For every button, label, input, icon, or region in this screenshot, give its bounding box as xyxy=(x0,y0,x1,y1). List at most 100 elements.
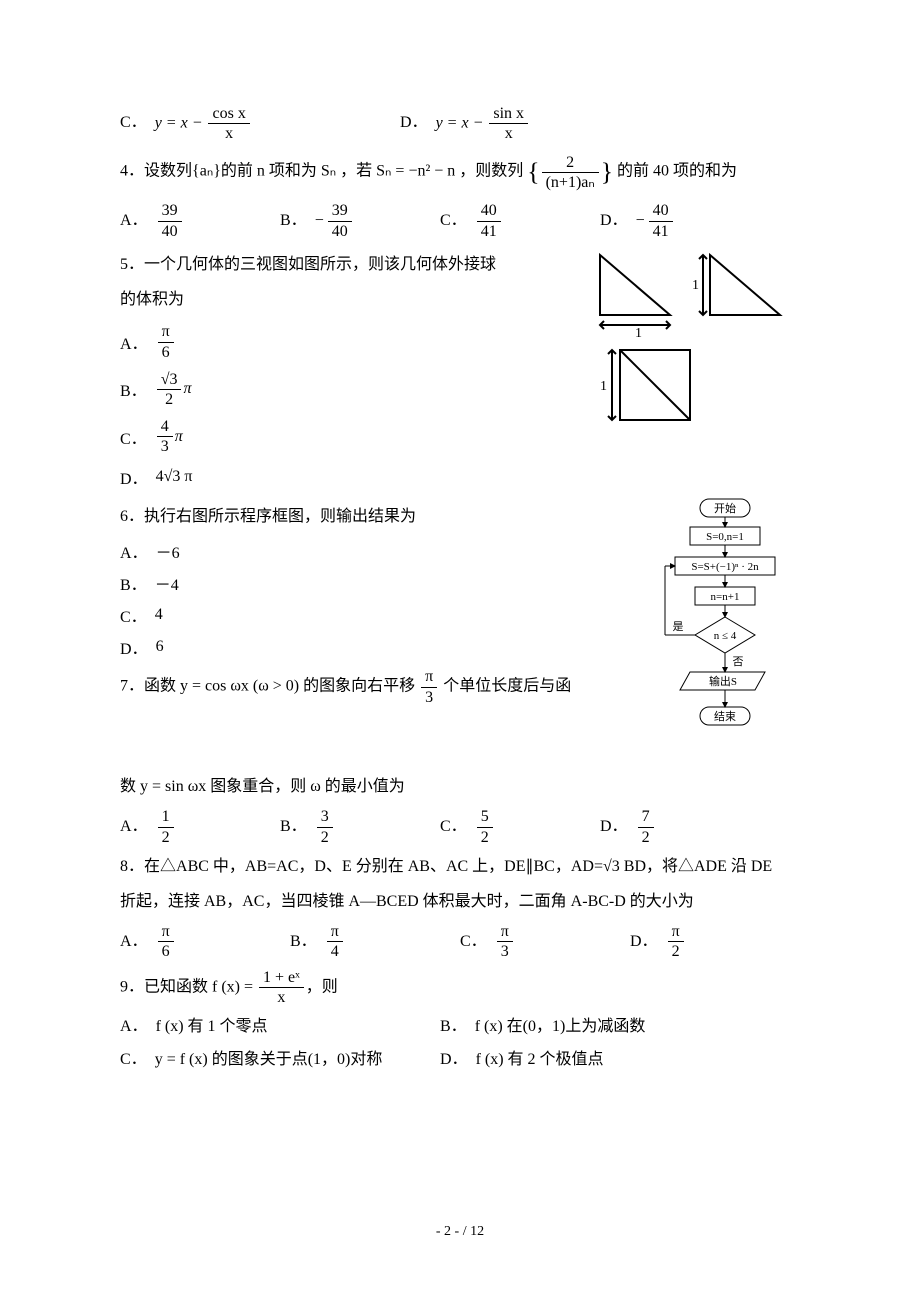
neg-fraction: −3940 xyxy=(315,201,354,240)
option-label: A． xyxy=(120,207,148,236)
fraction: π6 xyxy=(158,922,174,961)
q5-option-d: D． 4√3 π xyxy=(120,465,800,489)
q7-option-c: C．52 xyxy=(440,807,600,846)
option-label: C． xyxy=(120,109,147,138)
option-text: f (x) 在(0，1)上为减函数 xyxy=(475,1013,646,1042)
q9-options-row1: A． f (x) 有 1 个零点 B． f (x) 在(0，1)上为减函数 xyxy=(120,1013,800,1042)
page-footer: - 2 - / 12 xyxy=(0,1224,920,1240)
q9-option-c: C．y = f (x) 的图象关于点(1，0)对称 xyxy=(120,1046,440,1075)
fraction: 12 xyxy=(158,807,174,846)
dim-label: 1 xyxy=(692,278,699,293)
option-text: f (x) 有 1 个零点 xyxy=(156,1013,268,1042)
fraction: π4 xyxy=(327,922,343,961)
q4-stem: 4．设数列{aₙ}的前 n 项和为 Sₙ ，若 Sₙ = −n² − n ，则数… xyxy=(120,149,800,195)
fc-end: 结束 xyxy=(714,710,736,723)
option-text: f (x) 有 2 个极值点 xyxy=(476,1046,604,1075)
question-number: 8． xyxy=(120,858,144,875)
q6-option-b: B． －4 xyxy=(120,571,640,595)
option-label: B． xyxy=(280,813,307,842)
q4-option-d: D． −4041 xyxy=(600,201,760,240)
q4-option-b: B． −3940 xyxy=(280,201,440,240)
three-views-svg: 1 1 1 xyxy=(590,245,800,425)
option-label: D． xyxy=(400,109,428,138)
question-number: 5． xyxy=(120,256,144,273)
q7-option-d: D． 72 xyxy=(600,807,760,846)
option-label: C． xyxy=(120,603,147,627)
fraction: 43 xyxy=(157,417,173,456)
option-label: B． xyxy=(440,1013,467,1042)
question-number: 9． xyxy=(120,978,144,995)
q9-option-d: D．f (x) 有 2 个极值点 xyxy=(440,1046,604,1075)
option-label: C． xyxy=(460,928,487,957)
fraction: π6 xyxy=(158,322,174,361)
question-number: 6． xyxy=(120,508,144,525)
option-label: D． xyxy=(120,635,148,659)
fc-yes: 是 xyxy=(673,620,684,633)
option-expr: y = x − cos xx xyxy=(155,104,252,143)
q5-option-b: B． √32π xyxy=(120,370,580,409)
option-label: D． xyxy=(120,465,148,489)
option-label: A． xyxy=(120,928,148,957)
q6-option-c: C． 4 xyxy=(120,603,640,627)
q6-option-a: A．－6 xyxy=(120,539,640,563)
q9-option-a: A． f (x) 有 1 个零点 xyxy=(120,1013,440,1042)
option-text: 4√3 π xyxy=(156,468,193,486)
option-label: C． xyxy=(440,207,467,236)
option-label: C． xyxy=(120,1046,147,1075)
fraction: 1 + eˣx xyxy=(259,968,304,1007)
q4-options: A． 3940 B． −3940 C． 4041 D． −4041 xyxy=(120,201,800,240)
fc-output: 输出S xyxy=(709,674,737,688)
option-label: A． xyxy=(120,539,148,563)
fc-start: 开始 xyxy=(714,501,736,515)
fraction: π3 xyxy=(421,667,437,706)
q5-option-a: A． π6 xyxy=(120,322,580,361)
fraction: 2(n+1)aₙ xyxy=(542,153,599,192)
q3-option-d: D． y = x − sin xx xyxy=(400,104,560,143)
option-label: D． xyxy=(600,207,628,236)
neg-fraction: −4041 xyxy=(636,201,675,240)
option-text: 4 xyxy=(155,606,163,624)
option-label: D． xyxy=(600,813,628,842)
option-label: B． xyxy=(120,377,147,401)
fc-inc: n=n+1 xyxy=(711,591,740,603)
fraction: 72 xyxy=(638,807,654,846)
option-text: －4 xyxy=(155,571,179,595)
q9-options-row2: C．y = f (x) 的图象关于点(1，0)对称 D．f (x) 有 2 个极… xyxy=(120,1046,800,1075)
option-label: A． xyxy=(120,330,148,354)
fraction: 32 xyxy=(317,807,333,846)
option-label: C． xyxy=(440,813,467,842)
fc-init: S=0,n=1 xyxy=(706,531,744,543)
q8-option-a: A． π6 xyxy=(120,922,290,961)
q4-option-a: A． 3940 xyxy=(120,201,280,240)
q5-option-c: C． 43π xyxy=(120,417,580,456)
q9-option-b: B． f (x) 在(0，1)上为减函数 xyxy=(440,1013,645,1042)
fraction: √32 xyxy=(157,370,182,409)
q7-option-b: B． 32 xyxy=(280,807,440,846)
q3-options: C． y = x − cos xx D． y = x − sin xx xyxy=(120,104,800,143)
fraction: sin xx xyxy=(489,104,528,143)
q5-block: 1 1 1 5．一个几何体的三视图如图所示，则该几何体外接球 的体积为 A． π… xyxy=(120,245,800,497)
fraction: cos xx xyxy=(208,104,249,143)
q9-stem: 9．已知函数 f (x) = 1 + eˣx，则 xyxy=(120,968,800,1007)
q6-flowchart: 开始 S=0,n=1 S=S+(−1)ⁿ · 2n n=n+1 n ≤ 4 是 … xyxy=(650,497,800,767)
option-expr: y = x − sin xx xyxy=(436,104,530,143)
option-text: 6 xyxy=(156,638,164,656)
fraction: π2 xyxy=(668,922,684,961)
q4-option-c: C． 4041 xyxy=(440,201,600,240)
option-label: B． xyxy=(120,571,147,595)
q8-option-c: C． π3 xyxy=(460,922,630,961)
q7-option-a: A．12 xyxy=(120,807,280,846)
q7-options: A．12 B． 32 C．52 D． 72 xyxy=(120,807,800,846)
q6-block: 开始 S=0,n=1 S=S+(−1)ⁿ · 2n n=n+1 n ≤ 4 是 … xyxy=(120,497,800,767)
q8-option-b: B．π4 xyxy=(290,922,460,961)
question-number: 4． xyxy=(120,163,144,180)
fc-step: S=S+(−1)ⁿ · 2n xyxy=(691,561,759,573)
q8-options: A． π6 B．π4 C． π3 D．π2 xyxy=(120,922,800,961)
fc-no: 否 xyxy=(733,656,744,668)
q8-option-d: D．π2 xyxy=(630,922,790,961)
fraction: 3940 xyxy=(158,201,182,240)
question-number: 7． xyxy=(120,678,144,695)
option-label: A． xyxy=(120,1013,148,1042)
fraction: π3 xyxy=(497,922,513,961)
q8-stem-a: 8．在△ABC 中，AB=AC，D、E 分别在 AB、AC 上，DE∥BC，AD… xyxy=(120,853,800,882)
